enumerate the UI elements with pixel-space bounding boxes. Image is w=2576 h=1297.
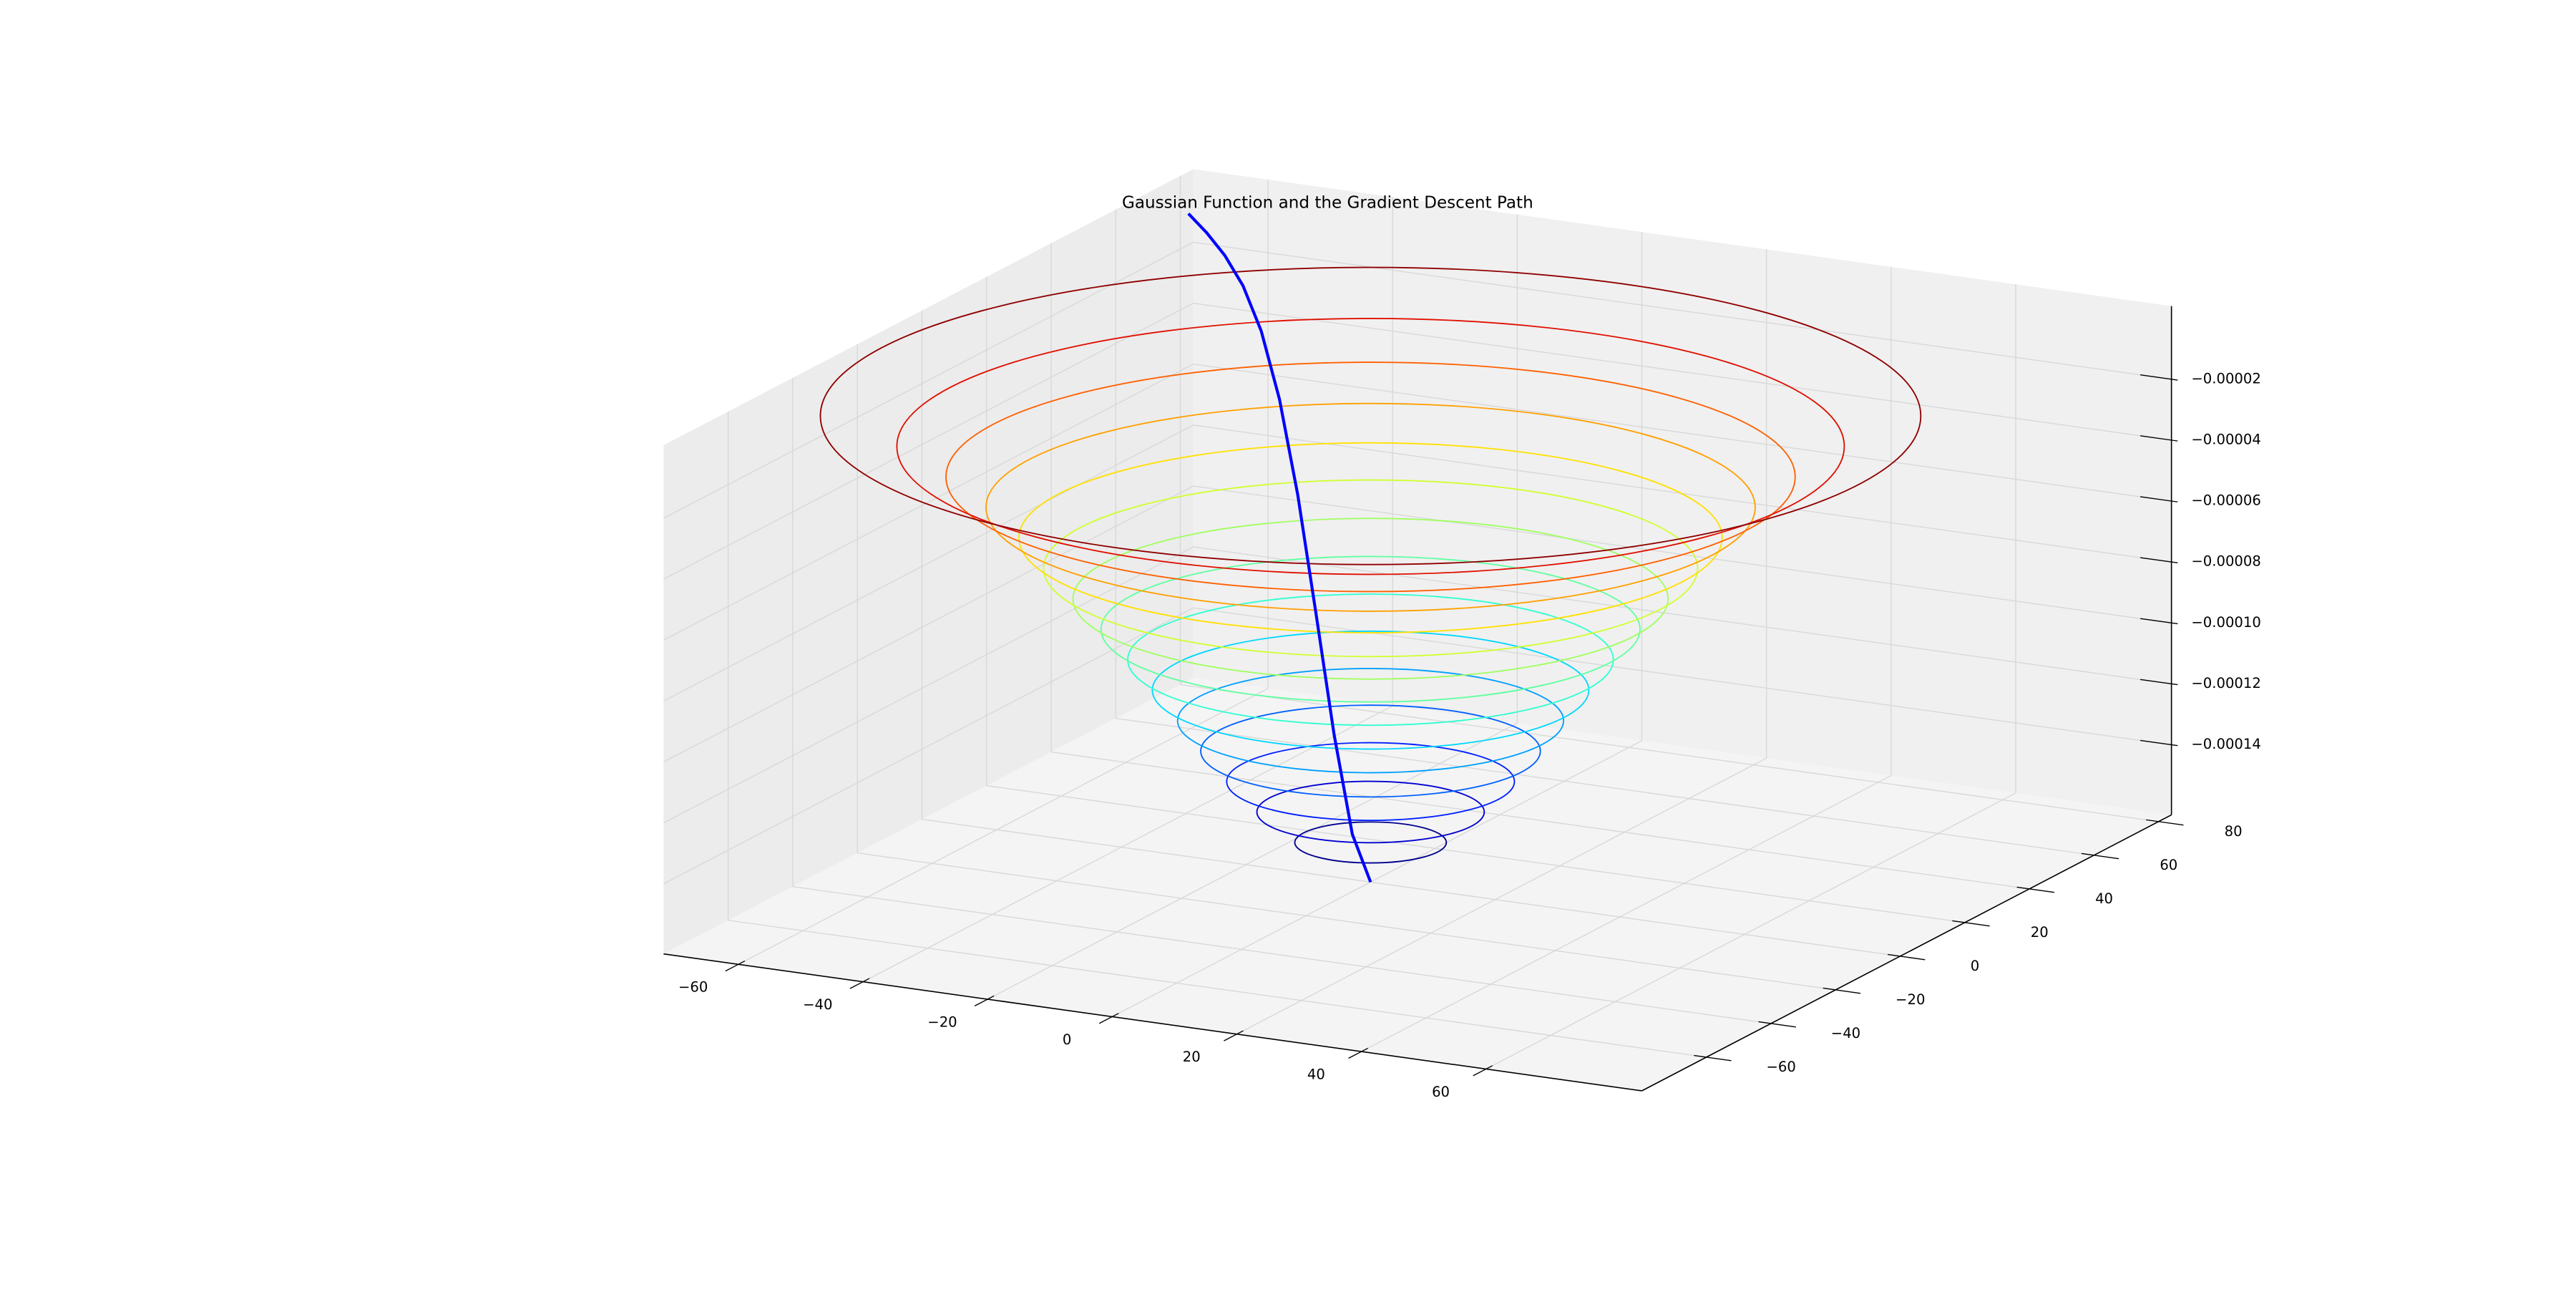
grid-line <box>1050 751 2030 890</box>
grid-line <box>987 722 1518 1000</box>
y-tick-label: −60 <box>1766 1059 1795 1075</box>
tick-mark <box>849 978 870 989</box>
tick-mark <box>1098 1013 1119 1024</box>
x-tick-label: −60 <box>678 979 708 996</box>
z-tick-label: −0.00014 <box>2191 736 2261 752</box>
tick-mark <box>1473 1065 1493 1077</box>
grid-line <box>857 852 1836 991</box>
grid-line <box>1180 684 2159 822</box>
x-tick-label: −20 <box>927 1014 957 1030</box>
contour <box>1043 479 1699 658</box>
x-tick-label: 20 <box>1183 1049 1201 1065</box>
left-pane <box>663 169 1194 954</box>
marks <box>819 212 1922 883</box>
grid-line <box>1193 364 2172 502</box>
y-axis <box>1641 814 2172 1092</box>
z-tick-label: −0.00006 <box>2191 492 2261 509</box>
grid-line <box>922 818 1901 957</box>
tick-mark <box>2146 819 2184 826</box>
contour <box>1072 518 1669 680</box>
x-tick-label: −40 <box>803 996 832 1013</box>
contour <box>1100 555 1641 703</box>
grid-line <box>663 546 1194 824</box>
grid-line <box>663 485 1194 763</box>
x-axis <box>663 953 1642 1092</box>
contour <box>1256 780 1485 844</box>
tick-mark <box>974 995 995 1007</box>
grid-line <box>663 364 1194 641</box>
grid-line <box>663 424 1194 702</box>
contour <box>1226 742 1516 822</box>
z-tick-label: −0.00004 <box>2191 431 2261 447</box>
tick-mark <box>1348 1047 1368 1059</box>
tick-mark <box>2016 886 2054 893</box>
grid-line <box>1193 241 2172 380</box>
grid-line <box>1193 302 2172 441</box>
y-tick-label: −20 <box>1896 991 1925 1008</box>
back-pane <box>1193 169 2172 815</box>
axes: −60 −40 −20 0 20 40 60 −60 −40 −20 0 20 40 60 80 −0.000… <box>663 306 2261 1100</box>
grid-line <box>738 688 1269 965</box>
z-tick-label: −0.00008 <box>2191 553 2261 570</box>
grid-line <box>728 919 1707 1058</box>
floor-pane <box>663 678 2172 1091</box>
tick-mark <box>725 960 746 972</box>
contour <box>896 318 1845 575</box>
panes <box>663 169 2172 1091</box>
grid <box>663 175 2172 1070</box>
contour <box>945 361 1796 593</box>
z-tick-label: −0.00012 <box>2191 675 2261 691</box>
grid-line <box>986 784 1965 923</box>
grid-line <box>1485 792 2016 1070</box>
z-tick-label: −0.00002 <box>2191 370 2261 387</box>
tick-mark <box>2081 852 2119 860</box>
tick-mark <box>1952 920 1990 927</box>
x-tick-label: 60 <box>1432 1084 1450 1100</box>
y-tick-label: 0 <box>1971 958 1979 974</box>
y-tick-label: −40 <box>1831 1025 1860 1041</box>
contour <box>1127 593 1614 727</box>
y-tick-label: 80 <box>2225 823 2243 840</box>
grid-line <box>663 241 1194 519</box>
contour <box>1151 630 1590 750</box>
grid-line <box>1361 774 1892 1052</box>
grid-line <box>663 607 1194 885</box>
contour <box>985 402 1756 612</box>
grid-line <box>1236 757 1767 1035</box>
tick-mark <box>1758 1021 1796 1028</box>
z-tick-label: −0.00010 <box>2191 614 2261 631</box>
chart-title: Gaussian Function and the Gradient Desce… <box>1122 193 1533 212</box>
contour <box>1294 821 1448 864</box>
grid-line <box>792 885 1772 1024</box>
x-tick-label: 0 <box>1063 1031 1071 1048</box>
grid-line <box>663 302 1194 580</box>
y-tick-label: 20 <box>2031 924 2049 941</box>
contour <box>819 266 1922 565</box>
tick-mark <box>1823 987 1861 994</box>
y-tick-label: 40 <box>2095 890 2113 907</box>
tick-mark <box>1888 953 1926 961</box>
grid-line <box>1111 740 1642 1018</box>
contour <box>1176 667 1565 774</box>
grid-line <box>1193 546 2172 685</box>
tick-mark <box>1694 1054 1732 1062</box>
y-tick-label: 60 <box>2160 857 2177 873</box>
contour <box>1200 704 1541 798</box>
grid-line <box>862 705 1393 983</box>
grid-line <box>1116 717 2094 856</box>
contour <box>1018 442 1723 633</box>
x-tick-label: 40 <box>1307 1067 1325 1083</box>
tick-mark <box>1224 1030 1244 1041</box>
descent-path <box>1187 212 1372 883</box>
